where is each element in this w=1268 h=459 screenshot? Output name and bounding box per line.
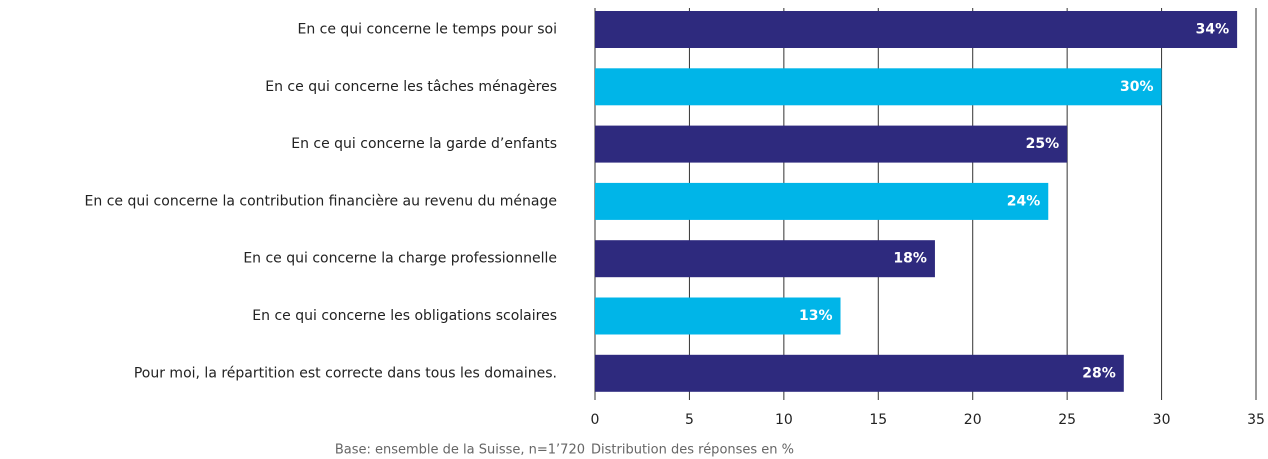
bar [595,297,841,335]
x-axis-label: Distribution des réponses en % [591,443,794,458]
note: Base: ensemble de la Suisse, n=1’720 [335,443,585,458]
x-tick-label: 25 [1058,412,1076,428]
category-label: Pour moi, la répartition est correcte da… [134,365,557,381]
x-tick-label: 10 [775,412,793,428]
bar [595,354,1124,392]
x-tick-label: 20 [964,412,982,428]
x-tick-label: 0 [591,412,600,428]
x-tick-label: 30 [1153,412,1171,428]
bar [595,125,1068,163]
bar [595,240,935,278]
value-label: 28% [1082,365,1116,381]
x-tick-label: 5 [685,412,694,428]
category-label: En ce qui concerne la contribution finan… [85,193,557,209]
value-label: 25% [1026,136,1060,152]
category-label: En ce qui concerne les obligations scola… [252,308,557,324]
x-tick-label: 35 [1247,412,1265,428]
value-label: 13% [799,308,833,324]
value-label: 34% [1196,22,1230,38]
category-label: En ce qui concerne les tâches ménagères [265,79,557,95]
category-label: En ce qui concerne la charge professionn… [243,251,557,267]
category-label: En ce qui concerne la garde d’enfants [291,136,557,152]
x-tick-label: 15 [869,412,887,428]
bar [595,68,1162,106]
value-label: 18% [893,251,927,267]
bar [595,182,1049,220]
value-label: 24% [1007,193,1041,209]
category-label: En ce qui concerne le temps pour soi [297,22,557,38]
bar [595,11,1238,48]
value-label: 30% [1120,79,1154,95]
